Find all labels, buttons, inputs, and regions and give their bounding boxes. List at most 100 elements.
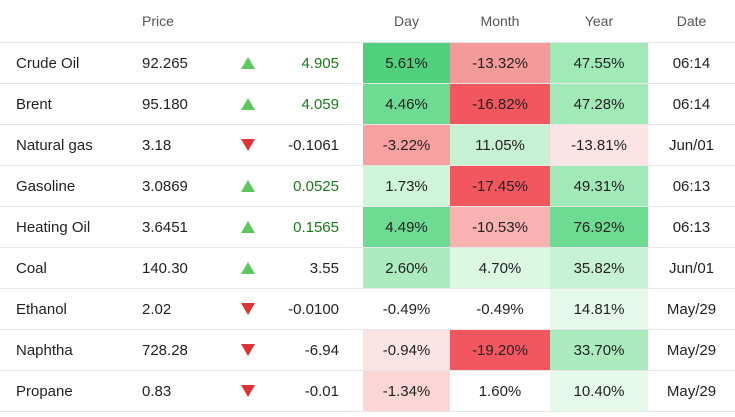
year-change: 76.92% — [550, 206, 648, 248]
header-row: Price Day Month Year Date — [0, 0, 735, 43]
date: May/29 — [648, 288, 735, 330]
arrow-shape — [241, 57, 255, 69]
direction-cell — [228, 206, 268, 248]
arrow-shape — [241, 262, 255, 274]
direction-cell — [228, 83, 268, 125]
date: 06:14 — [648, 83, 735, 125]
header-cell: Month — [450, 0, 550, 43]
row: Brent 95.180 4.059 4.46% -16.82% 47.28% 06:14 — [0, 83, 735, 125]
header-cell: Price — [128, 0, 228, 43]
commodity-name: Ethanol — [0, 288, 128, 330]
day-change: -1.34% — [363, 370, 450, 412]
year-change: 14.81% — [550, 288, 648, 330]
direction-arrow — [241, 139, 255, 151]
price: 92.265 — [128, 42, 228, 84]
day-change: -0.94% — [363, 329, 450, 371]
direction-cell — [228, 165, 268, 207]
price: 3.6451 — [128, 206, 228, 248]
direction-arrow — [241, 262, 255, 274]
row: Coal 140.30 3.55 2.60% 4.70% 35.82% Jun/01 — [0, 247, 735, 289]
change: 3.55 — [268, 247, 363, 289]
date: 06:13 — [648, 206, 735, 248]
header-cell — [0, 0, 128, 43]
price: 2.02 — [128, 288, 228, 330]
commodity-name: Gasoline — [0, 165, 128, 207]
row: Ethanol 2.02 -0.0100 -0.49% -0.49% 14.81% May/… — [0, 288, 735, 330]
header-cell — [268, 0, 363, 43]
row: Propane 0.83 -0.01 -1.34% 1.60% 10.40% May/29 — [0, 370, 735, 412]
month-change: -17.45% — [450, 165, 550, 207]
year-change: 49.31% — [550, 165, 648, 207]
year-change: 47.28% — [550, 83, 648, 125]
commodity-name: Heating Oil — [0, 206, 128, 248]
commodity-name: Brent — [0, 83, 128, 125]
day-change: 4.46% — [363, 83, 450, 125]
row: Gasoline 3.0869 0.0525 1.73% -17.45% 49.31% 06… — [0, 165, 735, 207]
arrow-shape — [241, 180, 255, 192]
direction-cell — [228, 247, 268, 289]
day-change: 2.60% — [363, 247, 450, 289]
commodity-name: Coal — [0, 247, 128, 289]
date: 06:14 — [648, 42, 735, 84]
price: 95.180 — [128, 83, 228, 125]
row: Naphtha 728.28 -6.94 -0.94% -19.20% 33.70% May… — [0, 329, 735, 371]
direction-cell — [228, 370, 268, 412]
change: 0.0525 — [268, 165, 363, 207]
year-change: 35.82% — [550, 247, 648, 289]
direction-arrow — [241, 98, 255, 110]
arrow-shape — [241, 303, 255, 315]
change: -0.1061 — [268, 124, 363, 166]
header-cell — [228, 0, 268, 43]
direction-arrow — [241, 180, 255, 192]
price: 3.18 — [128, 124, 228, 166]
day-change: -3.22% — [363, 124, 450, 166]
year-change: 47.55% — [550, 42, 648, 84]
direction-arrow — [241, 385, 255, 397]
month-change: -19.20% — [450, 329, 550, 371]
year-change: 33.70% — [550, 329, 648, 371]
day-change: 4.49% — [363, 206, 450, 248]
direction-arrow — [241, 303, 255, 315]
header-cell: Day — [363, 0, 450, 43]
date: Jun/01 — [648, 247, 735, 289]
change: -0.01 — [268, 370, 363, 412]
commodity-name: Crude Oil — [0, 42, 128, 84]
month-change: -0.49% — [450, 288, 550, 330]
arrow-shape — [241, 139, 255, 151]
direction-cell — [228, 329, 268, 371]
direction-arrow — [241, 221, 255, 233]
day-change: 5.61% — [363, 42, 450, 84]
year-change: -13.81% — [550, 124, 648, 166]
month-change: -16.82% — [450, 83, 550, 125]
date: 06:13 — [648, 165, 735, 207]
date: Jun/01 — [648, 124, 735, 166]
header-cell: Year — [550, 0, 648, 43]
month-change: 1.60% — [450, 370, 550, 412]
arrow-shape — [241, 344, 255, 356]
month-change: 11.05% — [450, 124, 550, 166]
direction-arrow — [241, 344, 255, 356]
price: 0.83 — [128, 370, 228, 412]
row: Natural gas 3.18 -0.1061 -3.22% 11.05% -13.81… — [0, 124, 735, 166]
commodity-name: Naphtha — [0, 329, 128, 371]
commodity-name: Propane — [0, 370, 128, 412]
row: Heating Oil 3.6451 0.1565 4.49% -10.53% 76.92… — [0, 206, 735, 248]
direction-arrow — [241, 57, 255, 69]
year-change: 10.40% — [550, 370, 648, 412]
date: May/29 — [648, 370, 735, 412]
month-change: 4.70% — [450, 247, 550, 289]
month-change: -10.53% — [450, 206, 550, 248]
commodity-name: Natural gas — [0, 124, 128, 166]
direction-cell — [228, 42, 268, 84]
price: 728.28 — [128, 329, 228, 371]
header-cell: Date — [648, 0, 735, 43]
change: 0.1565 — [268, 206, 363, 248]
date: May/29 — [648, 329, 735, 371]
price: 3.0869 — [128, 165, 228, 207]
price: 140.30 — [128, 247, 228, 289]
arrow-shape — [241, 385, 255, 397]
arrow-shape — [241, 98, 255, 110]
table-body: Crude Oil 92.265 4.905 5.61% -13.32% 47.55% 06… — [0, 42, 735, 412]
